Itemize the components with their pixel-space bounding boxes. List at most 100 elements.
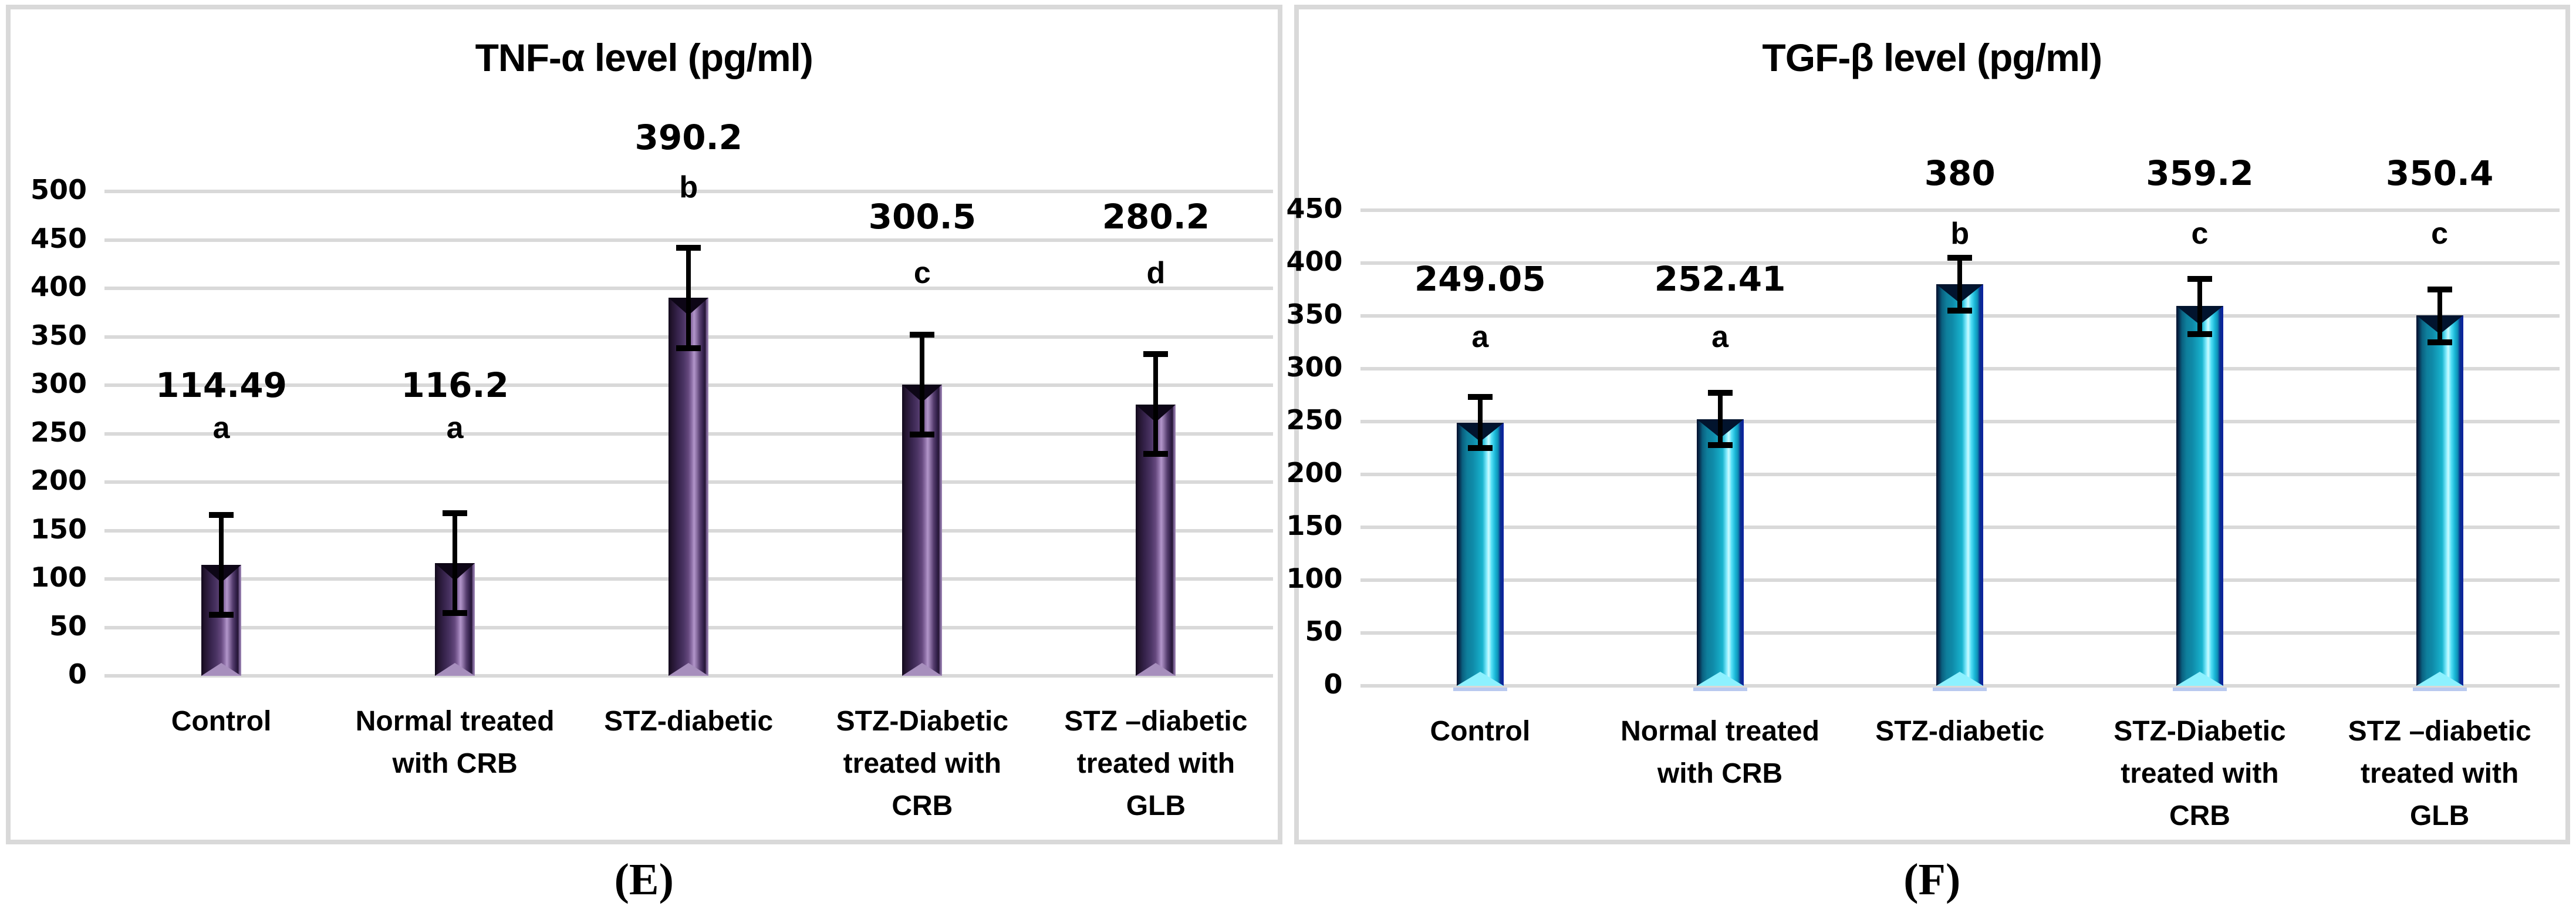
error-bar-bottom-cap — [1947, 308, 1973, 314]
category-slot: 300.5 c STZ-Diabetic treated with CRB — [805, 191, 1039, 821]
chart-panel-E: TNF-α level (pg/ml) 0 50 100 150 200 250 300 35… — [6, 5, 1282, 844]
category-slot: 380 b STZ-diabetic — [1840, 156, 2080, 747]
significance-letter: b — [679, 170, 698, 205]
x-axis-category-label: Control — [171, 706, 272, 737]
panel-caption-E: (E) — [614, 854, 674, 904]
y-axis-tick-label: 0 — [1324, 668, 1343, 700]
error-bar-bottom-cap — [2187, 331, 2212, 337]
bar — [1456, 422, 1504, 686]
bar-base-shadow — [2172, 688, 2227, 691]
y-axis-tick-label: 200 — [30, 464, 87, 496]
bar-base-shadow — [1933, 688, 1987, 691]
error-bar-line — [2437, 286, 2442, 346]
error-bar — [1947, 254, 1973, 314]
error-bar-bottom-cap — [1143, 451, 1169, 457]
significance-letter: d — [1146, 255, 1166, 290]
error-bar-line — [1957, 254, 1963, 314]
y-axis-tick-label: 500 — [30, 174, 87, 206]
error-bar-top-cap — [676, 244, 701, 251]
y-axis-tick-label: 150 — [30, 513, 87, 545]
gridline — [1360, 684, 2560, 688]
category-slot: 359.2 c STZ-Diabetic treated with CRB — [2080, 156, 2320, 831]
value-label: 249.05 — [1414, 259, 1546, 299]
y-axis-tick-label: 250 — [1286, 404, 1343, 436]
gridline — [104, 190, 1273, 193]
gridline — [104, 238, 1273, 242]
error-bar-line — [686, 244, 691, 352]
error-bar-line — [453, 510, 458, 616]
significance-letter: c — [2431, 216, 2449, 251]
significance-letter: a — [446, 410, 464, 445]
bar — [669, 298, 709, 676]
error-bar-line — [2197, 275, 2202, 337]
error-bar-bottom-cap — [676, 345, 701, 352]
significance-letter: a — [1471, 320, 1489, 354]
bar — [2416, 315, 2463, 686]
bar-base-shadow — [1453, 688, 1507, 691]
value-label: 359.2 — [2146, 153, 2254, 193]
significance-letter: a — [212, 410, 230, 445]
y-axis-tick-label: 450 — [30, 222, 87, 254]
significance-letter: b — [1950, 216, 1970, 251]
value-label: 380 — [1924, 153, 1996, 193]
error-bar-top-cap — [1467, 394, 1493, 400]
error-bar — [2187, 275, 2212, 337]
error-bar-top-cap — [443, 510, 468, 516]
plot-area-tgf-beta: 0 50 100 150 200 250 300 350 400 450 249.05 a Contro… — [1286, 156, 2560, 831]
error-bar — [2427, 286, 2452, 346]
error-bar-top-cap — [910, 332, 935, 338]
error-bar-line — [1153, 351, 1159, 457]
value-label: 280.2 — [1102, 196, 1210, 237]
error-bar-line — [1477, 394, 1483, 452]
error-bar-bottom-cap — [910, 432, 935, 438]
error-bar-top-cap — [2427, 286, 2452, 292]
error-bar-bottom-cap — [209, 612, 234, 618]
chart-title-tnf-alpha: TNF-α level (pg/ml) — [475, 36, 813, 79]
error-bar — [1143, 351, 1169, 457]
plot-area-tnf-alpha: 0 50 100 150 200 250 300 350 400 450 500 114.49 a Con… — [31, 120, 1273, 821]
significance-letter: c — [2191, 216, 2209, 251]
y-axis-tick-label: 300 — [30, 368, 87, 399]
gridline — [104, 674, 1273, 678]
error-bar — [443, 510, 468, 616]
value-label: 252.41 — [1654, 259, 1786, 299]
significance-letter: a — [1711, 320, 1728, 354]
significance-letter: c — [913, 255, 931, 290]
value-label: 390.2 — [634, 117, 742, 157]
error-bar-top-cap — [1143, 351, 1169, 358]
y-axis-tick-label: 50 — [49, 609, 87, 642]
y-axis-tick-label: 400 — [30, 271, 87, 302]
error-bar-bottom-cap — [1707, 442, 1733, 448]
category-slot: 252.41 a Normal treated with CRB — [1600, 210, 1840, 789]
error-bar-bottom-cap — [2427, 339, 2452, 346]
error-bar — [1467, 394, 1493, 452]
error-bar-line — [920, 332, 925, 438]
y-axis-tick-label: 100 — [1286, 563, 1343, 595]
error-bar-bottom-cap — [443, 609, 468, 616]
error-bar-top-cap — [1707, 390, 1733, 396]
y-axis-tick-label: 150 — [1286, 510, 1343, 542]
y-axis-tick-label: 50 — [1305, 615, 1343, 648]
y-axis-tick-label: 200 — [1286, 457, 1343, 489]
y-axis-tick-label: 300 — [1286, 351, 1343, 383]
bar — [2176, 306, 2223, 686]
chart-title-tgf-beta: TGF-β level (pg/ml) — [1762, 36, 2102, 79]
error-bar-line — [219, 512, 224, 618]
y-axis-tick-label: 100 — [30, 561, 87, 593]
value-label: 350.4 — [2385, 153, 2494, 193]
x-axis-category-label: STZ-Diabetic treated with CRB — [836, 706, 1009, 821]
y-axis-tick-label: 350 — [1286, 298, 1343, 330]
gridline — [1360, 208, 2560, 212]
x-axis-category-label: STZ –diabetic treated with GLB — [2348, 716, 2531, 831]
error-bar — [910, 332, 935, 438]
figure-panels: TNF-α level (pg/ml) 0 50 100 150 200 250 300 35… — [6, 5, 2570, 844]
value-label: 114.49 — [156, 365, 287, 405]
category-slot: 350.4 c STZ –diabetic treated with GLB — [2320, 156, 2560, 831]
x-axis-category-label: Normal treated with CRB — [1620, 716, 1819, 789]
y-axis-tick-label: 0 — [67, 658, 87, 690]
error-bar — [1707, 390, 1733, 448]
bar-base-shadow — [1693, 688, 1747, 691]
bar-base-shadow — [2412, 688, 2467, 691]
y-axis-tick-label: 400 — [1286, 245, 1343, 278]
error-bar — [209, 512, 234, 618]
